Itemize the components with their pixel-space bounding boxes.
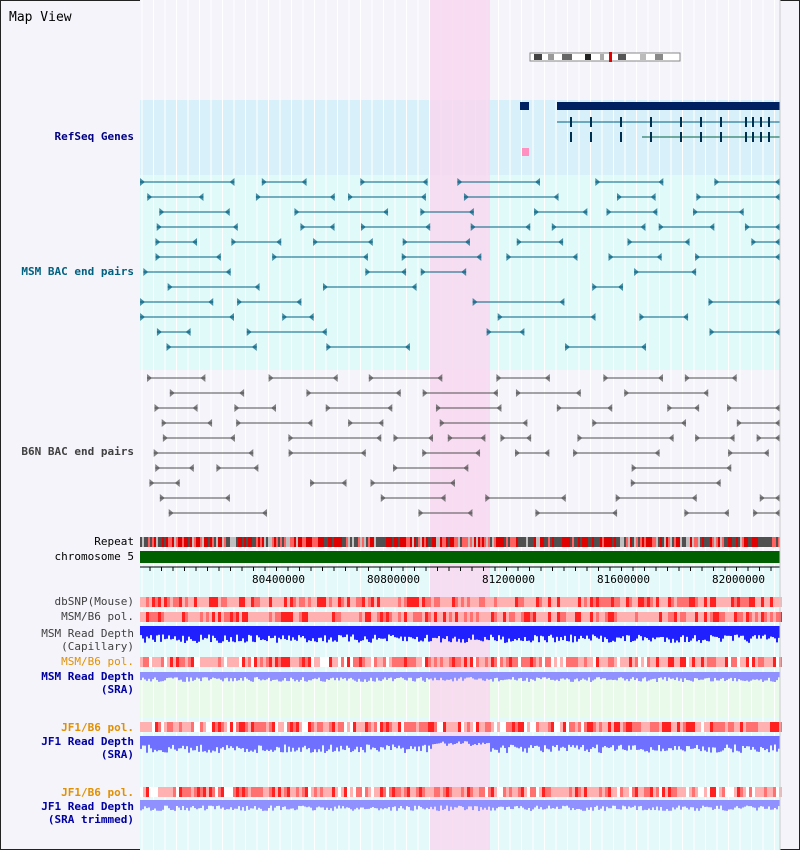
jf1-read-depth-sra-label[interactable]: JF1 Read Depth: [41, 735, 134, 748]
jf1-read-depth-trimmed-sublabel: (SRA trimmed): [47, 813, 134, 826]
jf1-read-depth-trimmed-label[interactable]: JF1 Read Depth: [41, 800, 134, 813]
ruler-tick-label: 80800000: [367, 573, 420, 586]
ruler-tick-label: 81600000: [597, 573, 650, 586]
ruler-tick-label: 80400000: [252, 573, 305, 586]
coverage-span-info: Read coverage check span : 10,000: [149, 40, 368, 53]
b6n-bac-label[interactable]: B6N BAC end pairs: [21, 445, 134, 458]
page-title: Map View: [9, 10, 72, 25]
jf1-read-depth-sra-sublabel: (SRA): [100, 748, 134, 761]
ruler-tick-label: 82000000: [712, 573, 765, 586]
msm-bac-label[interactable]: MSM BAC end pairs: [21, 265, 134, 278]
refseq-genes-label[interactable]: RefSeq Genes: [54, 130, 134, 143]
msm-read-depth-capillary-sublabel: (Capillary): [61, 640, 134, 653]
msm-read-depth-capillary-label[interactable]: MSM Read Depth: [41, 627, 134, 640]
msm-b6-pol-label[interactable]: MSM/B6 pol.: [61, 610, 134, 623]
jf1-b6-pol-label[interactable]: JF1/B6 pol.: [61, 721, 134, 734]
msm-read-depth-sra-sublabel: (SRA): [100, 683, 134, 696]
msm-read-depth-sra-label[interactable]: MSM Read Depth: [41, 670, 134, 683]
repeat-label: Repeat: [94, 535, 134, 548]
chromosome-label: chromosome 5: [54, 550, 134, 563]
dbsnp-label[interactable]: dbSNP(Mouse): [54, 595, 134, 608]
ruler-tick-label: 81200000: [482, 573, 535, 586]
msm-b6-pol-sra-label[interactable]: MSM/B6 pol.: [61, 655, 134, 668]
jf1-b6-pol-trimmed-label[interactable]: JF1/B6 pol.: [61, 786, 134, 799]
